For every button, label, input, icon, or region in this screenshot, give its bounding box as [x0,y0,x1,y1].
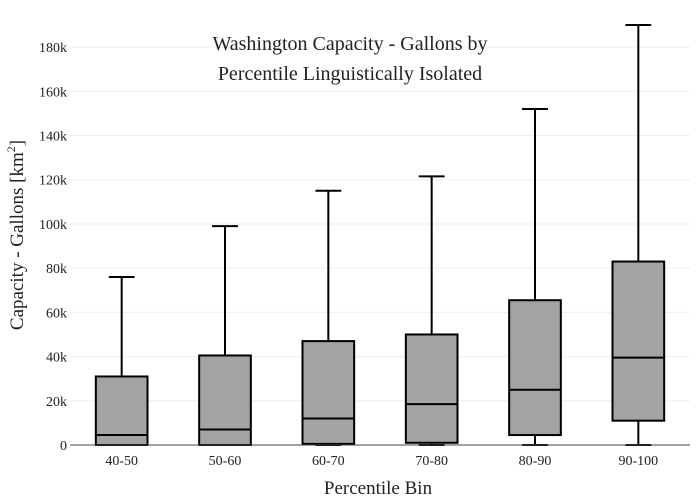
box-group-70-80 [404,175,459,446]
y-tick-label: 180k [39,41,67,56]
y-tick-label: 160k [39,85,67,100]
y-axis-title-superscript: 2 [4,146,18,152]
y-tick-label: 140k [39,130,67,145]
box-group-80-90 [508,108,562,446]
x-tick-label: 40-50 [105,454,138,469]
boxes [94,24,666,447]
y-tick-label: 60k [46,306,67,321]
box-iqr [508,299,562,437]
y-axis-title: Capacity - Gallons [km2] [4,140,28,330]
grid-lines [70,46,690,402]
y-tick-labels: 0 20k 40k 60k 80k 100k 120k 140k 160k 180k [39,41,67,454]
y-tick-label: 0 [60,439,67,454]
box-iqr [198,354,252,447]
box-group-90-100 [611,24,666,446]
x-tick-label: 50-60 [209,454,242,469]
x-tick-label: 80-90 [519,454,552,469]
chart-title-line-2: Percentile Linguistically Isolated [218,63,482,85]
y-axis-title-main: Capacity - Gallons [km [7,152,28,330]
x-tick-label: 90-100 [618,454,658,469]
x-tick-labels: 40-50 50-60 60-70 70-80 80-90 90-100 [105,454,658,469]
box-group-40-50 [94,276,149,447]
x-axis-title: Percentile Bin [324,478,433,499]
box-iqr [404,333,459,444]
box-iqr [301,340,356,445]
chart-title-line-1: Washington Capacity - Gallons by [212,33,487,55]
x-tick-label: 70-80 [415,454,448,469]
y-tick-label: 80k [46,262,67,277]
y-tick-label: 40k [46,351,67,366]
y-tick-label: 20k [46,395,67,410]
box-group-60-70 [301,189,356,446]
y-axis-title-suffix: ] [7,140,28,146]
x-tick-label: 60-70 [312,454,345,469]
box-iqr [611,260,666,422]
y-tick-label: 100k [39,218,67,233]
y-tick-label: 120k [39,174,67,189]
box-group-50-60 [198,225,252,447]
box-iqr [94,375,149,447]
